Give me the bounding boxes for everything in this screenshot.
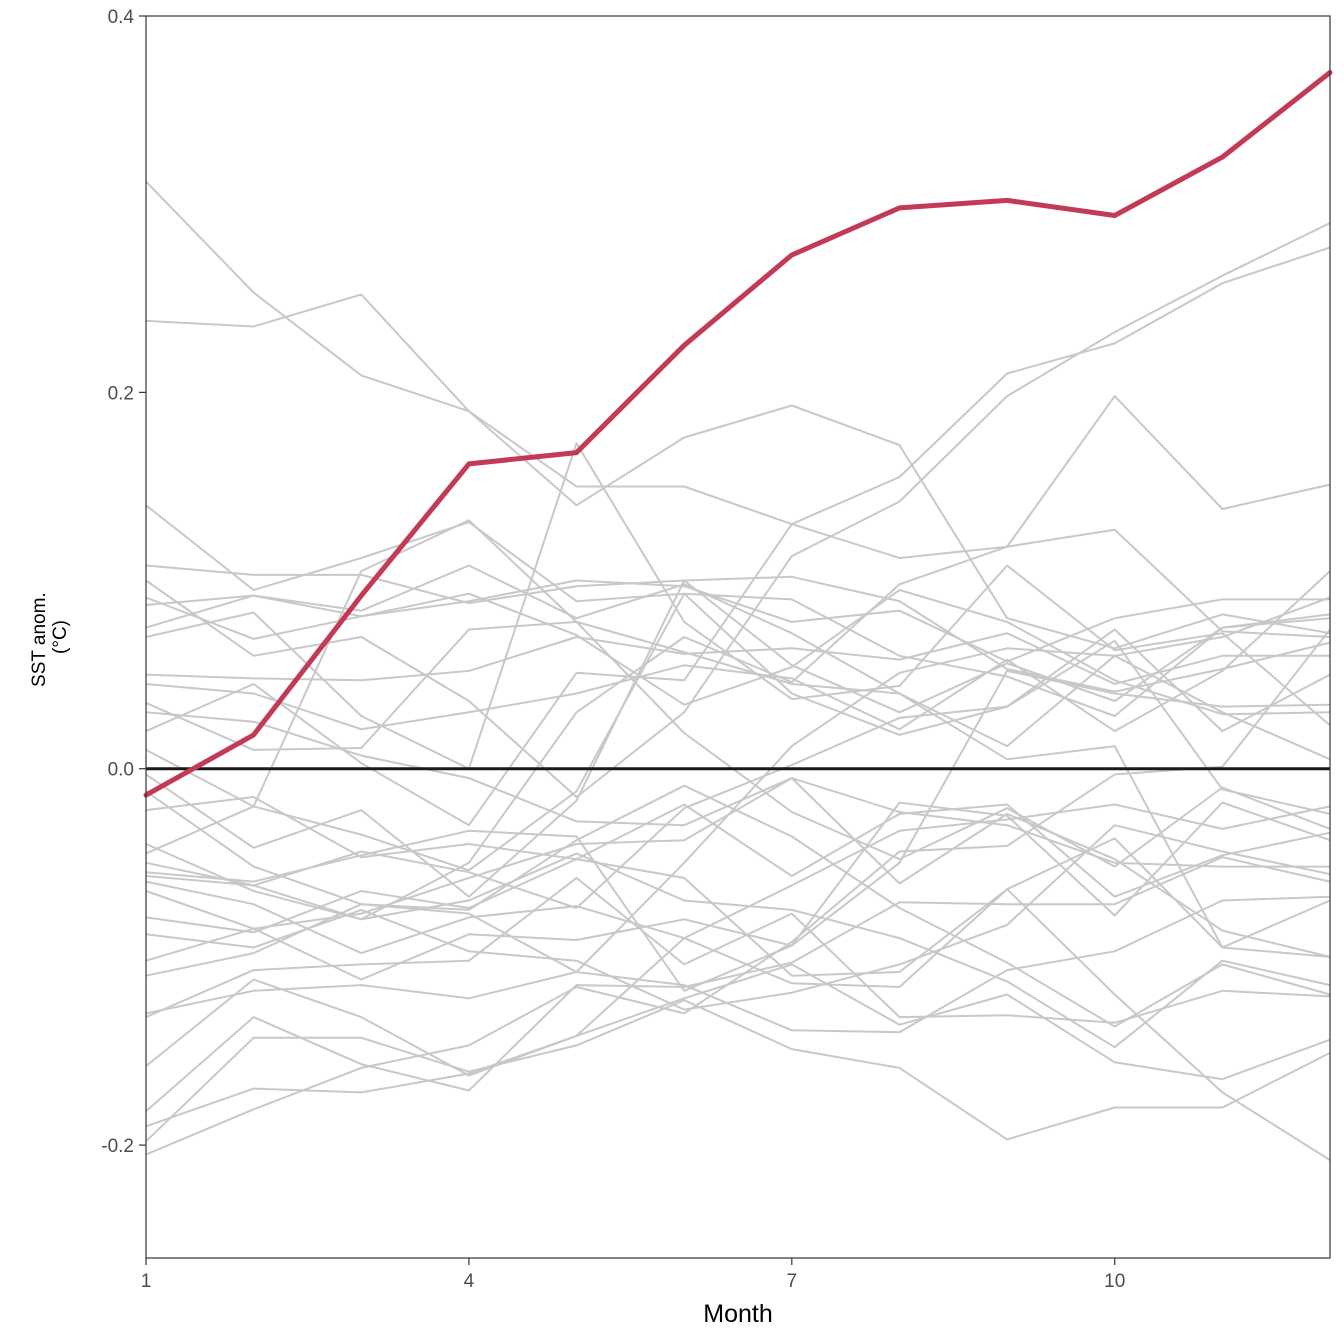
background-series-line-13 — [145, 579, 1331, 898]
x-axis-title: Month — [703, 1300, 772, 1328]
y-axis-ticks: -0.2 0.0 0.2 0.4 — [101, 7, 146, 1157]
background-series-line-8 — [145, 632, 1330, 685]
x-tick-label: 10 — [1104, 1271, 1125, 1292]
x-tick-label: 4 — [464, 1271, 475, 1292]
background-series-line-32 — [145, 519, 1331, 958]
y-tick-label: 0.0 — [108, 760, 134, 781]
y-axis-title: SST anom. (°C) — [29, 587, 71, 687]
y-axis-title-line-1: SST anom. — [29, 592, 50, 687]
background-series-line-30 — [145, 628, 1331, 1156]
x-tick-label: 7 — [787, 1271, 798, 1292]
y-tick-label: -0.2 — [101, 1136, 134, 1157]
background-series-line-25 — [145, 876, 1331, 1024]
x-tick-label: 1 — [141, 1271, 152, 1292]
background-series-group — [145, 180, 1331, 1161]
background-series-line-2 — [145, 293, 1331, 650]
y-tick-label: 0.2 — [108, 383, 134, 404]
background-series-line-7 — [145, 589, 1331, 716]
background-series-line-19 — [145, 803, 1331, 955]
panel-border — [145, 15, 1331, 1259]
background-series-line-27 — [145, 963, 1331, 1081]
background-series-line-15 — [145, 796, 1331, 977]
highlight-series-line — [143, 70, 1333, 798]
background-series-line-31 — [145, 888, 1331, 1161]
background-series-line-17 — [145, 669, 1331, 992]
y-tick-label: 0.4 — [108, 7, 135, 28]
x-axis-ticks: 1 4 7 10 — [141, 1258, 1125, 1292]
background-series-line-21 — [145, 803, 1331, 934]
background-series-line-3 — [145, 504, 1331, 717]
background-series-line-26 — [145, 895, 1331, 1034]
background-series-line-18 — [145, 639, 1331, 909]
background-series-line-10 — [145, 620, 1331, 868]
background-series-line-1 — [145, 180, 1331, 638]
y-axis-title-line-2: (°C) — [50, 620, 71, 654]
background-series-line-24 — [145, 784, 1331, 1028]
background-series-line-34 — [145, 222, 1331, 798]
background-series-line-29 — [145, 999, 1331, 1143]
background-series-line-36 — [145, 442, 1331, 770]
background-series-line-33 — [145, 246, 1331, 827]
background-series-line-23 — [145, 777, 1331, 962]
background-series-line-9 — [145, 570, 1331, 733]
background-series-line-28 — [145, 856, 1331, 1112]
panel-background — [146, 16, 1330, 1258]
